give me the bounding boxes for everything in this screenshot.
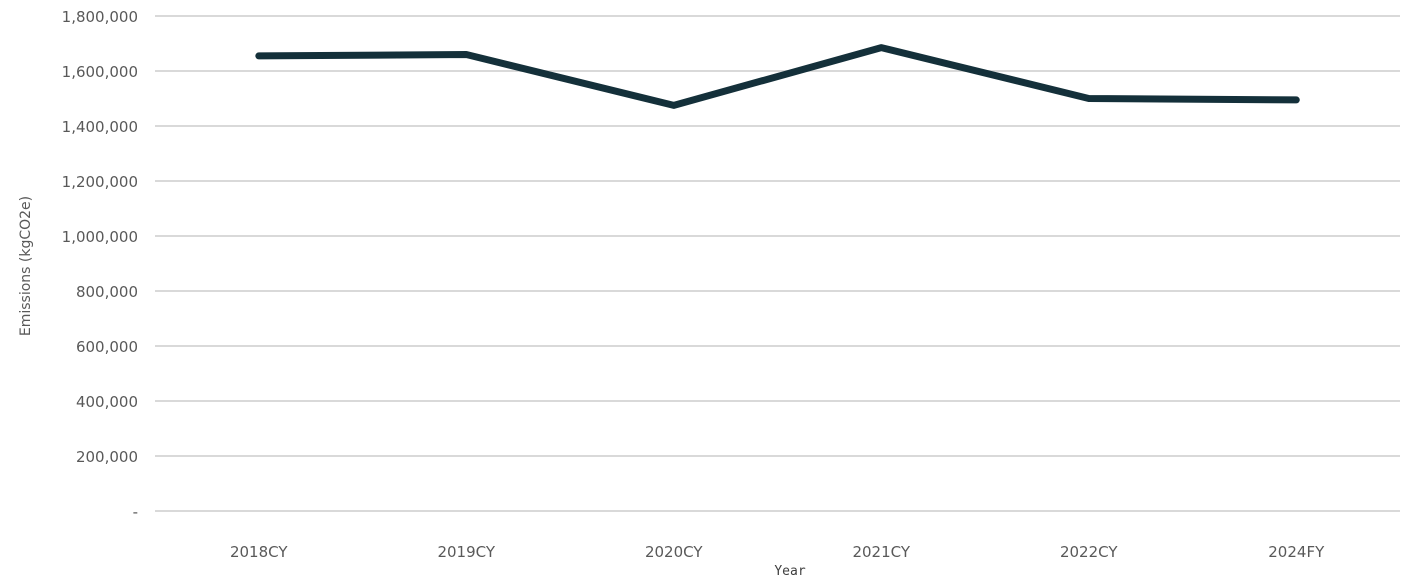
x-tick-label: 2021CY [852,543,910,561]
series-line [255,44,1300,109]
x-tick-label: 2018CY [230,543,288,561]
y-tick-label: 1,400,000 [62,118,138,136]
x-axis-title: Year [774,564,805,579]
x-tick-label: 2020CY [645,543,703,561]
y-tick-label: - [133,503,138,521]
y-tick-label: 800,000 [76,283,138,301]
y-tick-label: 1,800,000 [62,8,138,26]
y-tick-label: 600,000 [76,338,138,356]
series-group [255,44,1300,109]
y-tick-label: 200,000 [76,448,138,466]
x-tick-label: 2024FY [1268,543,1325,561]
y-gridlines [155,15,1400,512]
y-tick-label: 1,200,000 [62,173,138,191]
x-axis-tick-labels: 2018CY 2019CY 2020CY 2021CY 2022CY 2024FY [230,543,1325,561]
x-tick-label: 2022CY [1060,543,1118,561]
y-axis-title: Emissions (kgCO2e) [18,196,34,336]
y-tick-label: 1,600,000 [62,63,138,81]
y-axis-tick-labels: - 200,000 400,000 600,000 800,000 1,000,000 1,… [62,8,138,521]
x-tick-label: 2019CY [437,543,495,561]
y-tick-label: 1,000,000 [62,228,138,246]
y-tick-label: 400,000 [76,393,138,411]
